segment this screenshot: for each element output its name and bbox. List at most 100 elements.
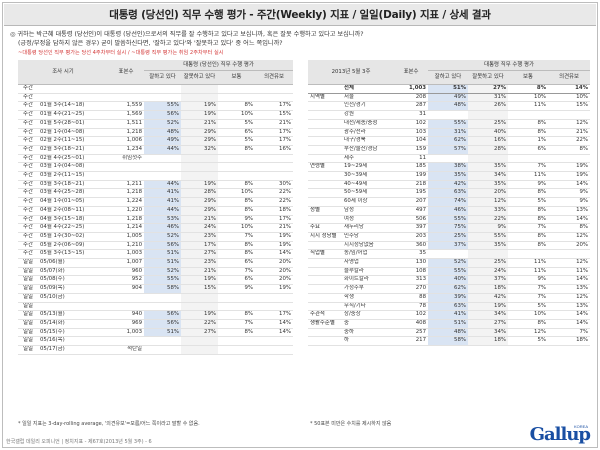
- row-normal: [218, 345, 255, 355]
- row-pos: 55%: [428, 119, 469, 129]
- row-pos: 35%: [428, 171, 469, 181]
- row-group: [308, 336, 342, 347]
- row-normal: 8%: [218, 328, 255, 338]
- row-sample: 1,218: [108, 128, 144, 138]
- table-row: 50~59세 195 63% 20% 8% 9%: [308, 188, 591, 199]
- row-neg: 21%: [181, 215, 218, 225]
- row-sample: 1,224: [108, 197, 144, 207]
- table-row: 주간 03월 1주(04~08): [18, 162, 294, 173]
- row-dk: 16%: [255, 145, 294, 155]
- row-segment: 인천/경기: [342, 101, 395, 112]
- row-dk: 19%: [255, 241, 294, 251]
- row-period: 05월 2주(06~09): [38, 241, 108, 251]
- row-pos: 40%: [428, 275, 469, 286]
- row-pos: 46%: [428, 206, 469, 216]
- row-normal: 8%: [218, 145, 255, 155]
- table-row: 주간 01월 3주(14~18) 1,559 55% 19% 8% 17%: [18, 101, 294, 112]
- row-sample: 185: [394, 162, 429, 173]
- row-neg: 35%: [468, 241, 509, 251]
- table-row: 광주/전라 103 31% 40% 8% 21%: [308, 128, 591, 138]
- table-row: 주간 03월 2주(11~15): [18, 171, 294, 181]
- row-period: 05/08(수): [38, 275, 108, 286]
- row-normal: 5%: [218, 119, 255, 129]
- row-dk: 8%: [548, 145, 591, 155]
- row-group: [308, 302, 342, 312]
- row-period: [38, 93, 108, 103]
- row-sample: 78: [394, 302, 429, 312]
- row-group: 주간: [18, 84, 38, 94]
- row-dk: 14%: [548, 180, 591, 190]
- row-period: 05/16(목): [38, 336, 108, 347]
- row-neg: 34%: [468, 310, 509, 320]
- row-pos: 51%: [428, 84, 469, 94]
- row-normal: 7%: [508, 284, 549, 294]
- row-sample: 159: [394, 145, 429, 155]
- row-period: 03월 4주(25~28): [38, 188, 108, 199]
- row-group: 주간: [18, 128, 38, 138]
- row-neg: 32%: [181, 145, 218, 155]
- row-normal: 9%: [218, 284, 255, 294]
- row-normal: [508, 110, 549, 120]
- row-group: 주간: [18, 241, 38, 251]
- row-group: 주간: [18, 145, 38, 155]
- row-pos: 52%: [144, 119, 181, 129]
- row-period: 05/15(수): [38, 328, 108, 338]
- row-normal: 6%: [218, 258, 255, 268]
- header-period: 조사 시기: [18, 60, 108, 85]
- row-group: 주간: [18, 249, 38, 260]
- row-neg: 12%: [468, 197, 509, 207]
- question-line-1: ◎ 귀하는 박근혜 대통령 (당선인)이 대통령 (당선인)으로서의 직무를 잘…: [10, 31, 364, 38]
- table-row: 일일 05/14(화) 969 56% 22% 7% 14%: [18, 319, 294, 329]
- row-normal: [508, 249, 549, 260]
- row-sample: [108, 336, 144, 347]
- table-row: 일일 05/07(화) 960 52% 21% 7% 20%: [18, 267, 294, 277]
- row-period: 04월 2주(08~11): [38, 206, 108, 216]
- table-row: 주간 02월 1주(04~08) 1,218 48% 29% 6% 17%: [18, 128, 294, 138]
- table-row: 주간: [18, 93, 294, 103]
- row-group: 주간: [18, 215, 38, 225]
- footnote-right: * 50표본 미만은 수치를 제시하지 않음: [310, 421, 392, 427]
- row-sample: 969: [108, 319, 144, 329]
- right-table-body: 전체 1,003 51% 27% 8% 14% 지역별 서울 208 49% 31% 10% 10% 인천…: [308, 84, 591, 347]
- row-period: 01월 5주(28~01): [38, 119, 108, 129]
- row-group: 일일: [18, 284, 38, 294]
- header-survey-period: 2013년 5월 3주: [308, 60, 395, 85]
- header-neg-r: 잘못하고 있다: [468, 70, 509, 85]
- row-pos: 51%: [428, 319, 469, 329]
- row-neg: 19%: [181, 180, 218, 190]
- row-dk: 17%: [255, 136, 294, 146]
- row-dk: 14%: [255, 249, 294, 260]
- row-group: 일일: [18, 275, 38, 286]
- header-group-r: 대통령 직무 수행 평가: [428, 60, 591, 71]
- row-neg: 21%: [181, 267, 218, 277]
- row-sample: 1,210: [108, 241, 144, 251]
- row-normal: 10%: [508, 310, 549, 320]
- row-pos: 51%: [144, 258, 181, 268]
- row-neg: [181, 336, 218, 347]
- row-pos: 49%: [144, 136, 181, 146]
- table-row: 주요 새누리당 397 75% 9% 7% 8%: [308, 223, 591, 233]
- row-group: 주간: [18, 197, 38, 207]
- row-sample: 287: [394, 101, 429, 112]
- row-normal: [218, 293, 255, 303]
- row-dk: [255, 93, 294, 103]
- row-group: 주간: [18, 119, 38, 129]
- row-period: 02월 1주(04~08): [38, 128, 108, 138]
- row-normal: 10%: [508, 93, 549, 103]
- row-normal: 6%: [218, 128, 255, 138]
- row-neg: 19%: [181, 101, 218, 112]
- row-group: 연령별: [308, 162, 342, 173]
- row-period: 04월 1주(01~05): [38, 197, 108, 207]
- table-row: 주간 01월 5주(28~01) 1,511 52% 21% 5% 21%: [18, 119, 294, 129]
- row-neg: 40%: [468, 128, 509, 138]
- table-row: 60세 이상 207 74% 12% 5% 9%: [308, 197, 591, 207]
- row-neg: 34%: [468, 328, 509, 338]
- header-normal: 보통: [218, 70, 255, 85]
- row-segment: 가정주부: [342, 284, 395, 294]
- row-pos: 37%: [428, 241, 469, 251]
- row-pos: 41%: [144, 188, 181, 199]
- row-neg: 21%: [181, 119, 218, 129]
- row-pos: 53%: [144, 215, 181, 225]
- row-segment: 농/임/어업: [342, 249, 395, 260]
